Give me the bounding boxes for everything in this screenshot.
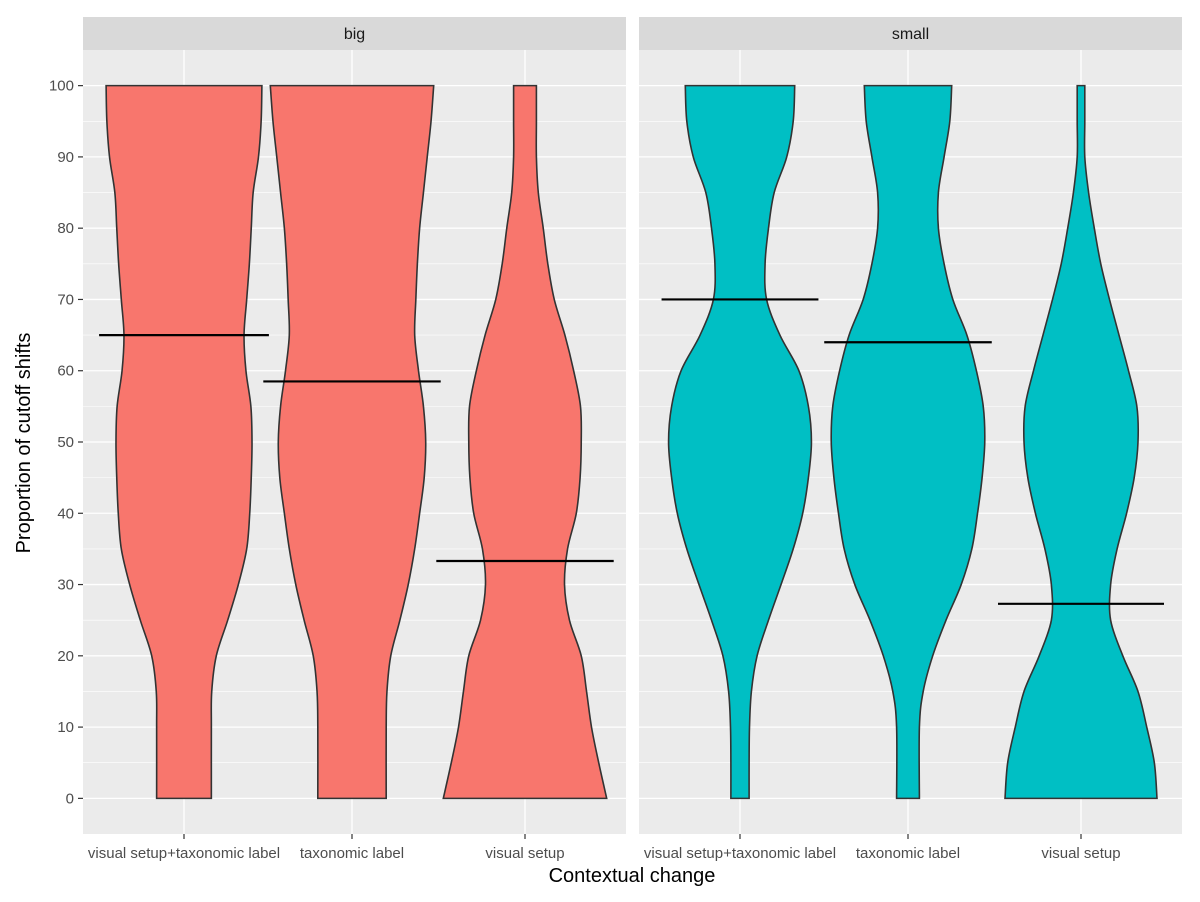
violin-small-taxonomic-label [830, 84, 986, 800]
x-tick-label: visual setup [1041, 845, 1120, 862]
y-tick-label: 90 [57, 149, 74, 166]
x-tick-label: visual setup+taxonomic label [644, 845, 836, 862]
violin-big-visual-setup [442, 84, 608, 800]
y-tick-label: 60 [57, 363, 74, 380]
violin-big-taxonomic-label [269, 84, 435, 800]
facet-strip [639, 17, 1182, 50]
y-tick-label: 80 [57, 220, 74, 237]
x-tick-label: visual setup+taxonomic label [88, 845, 280, 862]
violin-small-visual-setup [1004, 84, 1158, 800]
y-axis: 0 10 20 30 40 50 60 70 80 90 100 [49, 78, 83, 807]
facet-strip-label: small [892, 26, 929, 43]
facet-panel-small: small visual setup+taxonomic label taxonom… [639, 17, 1182, 862]
x-tick-label: visual setup [485, 845, 564, 862]
y-tick-label: 40 [57, 505, 74, 522]
facet-strip [83, 17, 626, 50]
y-tick-label: 50 [57, 434, 74, 451]
facet-strip-label: big [344, 26, 365, 43]
y-tick-label: 30 [57, 577, 74, 594]
y-tick-label: 0 [66, 790, 74, 807]
facet-panel-big: big visual setup+taxonomic label taxonomic… [83, 17, 626, 862]
x-tick-label: taxonomic label [300, 845, 404, 862]
y-tick-label: 10 [57, 719, 74, 736]
facet-panels: big visual setup+taxonomic label taxonomic… [83, 17, 1182, 862]
y-tick-label: 20 [57, 648, 74, 665]
x-axis-title: Contextual change [549, 865, 716, 887]
x-tick-label: taxonomic label [856, 845, 960, 862]
y-tick-label: 70 [57, 291, 74, 308]
violin-big-visual-setup-taxonomic-label [105, 84, 263, 800]
y-axis-title: Proportion of cutoff shifts [13, 333, 35, 554]
violin-small-visual-setup-taxonomic-label [667, 84, 813, 800]
y-tick-label: 100 [49, 78, 74, 95]
